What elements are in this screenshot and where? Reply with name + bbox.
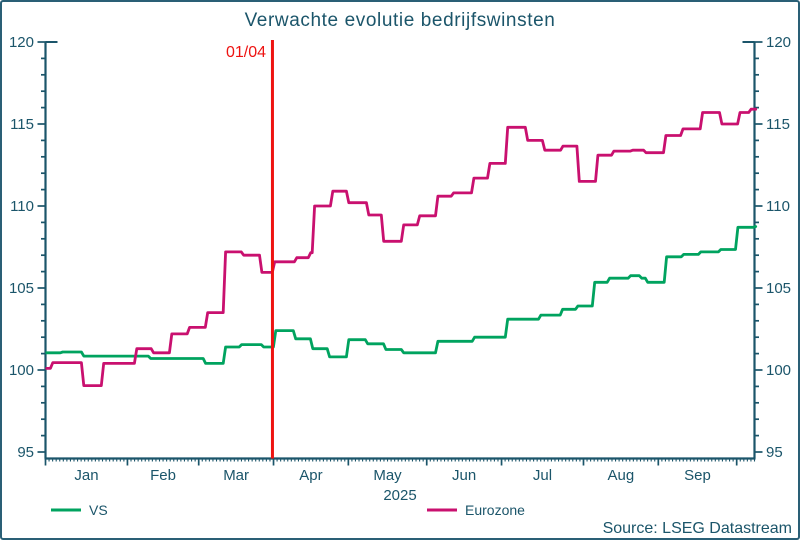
- series-group: [45, 107, 758, 387]
- x-month-label: Jan: [74, 467, 98, 484]
- x-month-label: Jun: [452, 467, 476, 484]
- series-line-vs: [45, 225, 758, 365]
- x-month-label: Jul: [533, 467, 552, 484]
- y-tick-label-left: 105: [9, 280, 34, 297]
- year-label: 2025: [383, 487, 416, 504]
- y-tick-label-right: 115: [766, 116, 790, 133]
- annotation-label: 01/04: [226, 44, 266, 61]
- y-tick-label-left: 115: [10, 116, 34, 133]
- x-month-label: Aug: [608, 467, 635, 484]
- x-month-label: Apr: [299, 467, 322, 484]
- y-tick-label-right: 100: [766, 362, 791, 379]
- y-tick-label-right: 110: [766, 198, 790, 215]
- legend-vs-label: VS: [89, 502, 108, 518]
- x-month-label: Sep: [684, 467, 711, 484]
- legend: VS Eurozone: [51, 502, 525, 518]
- x-month-label: Feb: [150, 467, 176, 484]
- y-tick-label-right: 95: [766, 444, 783, 461]
- axes-group: 95 95 100 100 105 105 110 110 115 115 120 120 Jan Feb…: [9, 34, 791, 484]
- y-tick-label-left: 95: [17, 444, 34, 461]
- source-label: Source: LSEG Datastream: [603, 520, 792, 537]
- series-line-eurozone: [45, 107, 758, 387]
- y-tick-label-right: 120: [766, 34, 791, 51]
- y-tick-label-left: 120: [9, 34, 34, 51]
- legend-eurozone-label: Eurozone: [465, 502, 525, 518]
- x-month-label: May: [373, 467, 402, 484]
- y-tick-label-left: 100: [9, 362, 34, 379]
- x-month-label: Mar: [223, 467, 249, 484]
- chart-title: Verwachte evolutie bedrijfswinsten: [245, 10, 556, 31]
- y-tick-label-left: 110: [10, 198, 34, 215]
- y-tick-label-right: 105: [766, 280, 791, 297]
